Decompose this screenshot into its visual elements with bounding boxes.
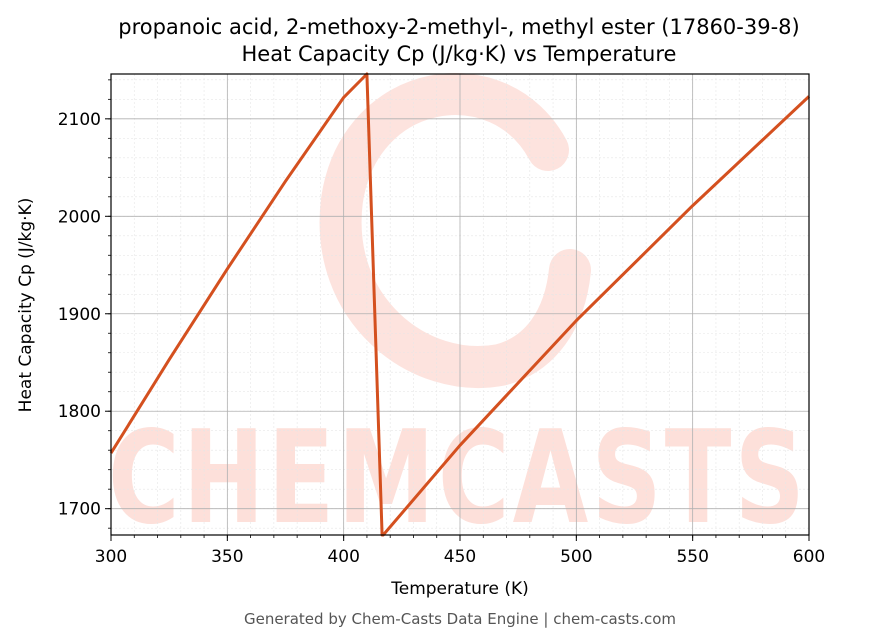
- y-tick-label: 2100: [58, 110, 101, 130]
- x-tick-label: 600: [793, 547, 825, 567]
- y-tick-label: 1700: [58, 500, 101, 520]
- watermark-text: CHEMCASTS: [108, 404, 808, 553]
- x-tick-label: 350: [211, 547, 243, 567]
- watermark-logo-icon: [319, 73, 591, 388]
- watermark: CHEMCASTS: [108, 73, 808, 553]
- x-tick-label: 400: [327, 547, 359, 567]
- x-tick-label: 300: [95, 547, 127, 567]
- y-tick-label: 1800: [58, 402, 101, 422]
- y-tick-label: 2000: [58, 207, 101, 227]
- x-tick-label: 450: [444, 547, 476, 567]
- footer-credit: Generated by Chem-Casts Data Engine | ch…: [244, 610, 676, 628]
- chart-title: propanoic acid, 2-methoxy-2-methyl-, met…: [118, 15, 799, 39]
- x-axis: 300 350 400 450 500 550 600: [95, 535, 825, 567]
- chart-subtitle: Heat Capacity Cp (J/kg·K) vs Temperature: [242, 42, 677, 66]
- x-tick-label: 550: [676, 547, 708, 567]
- x-tick-label: 500: [560, 547, 592, 567]
- y-axis: 1700 1800 1900 2000 2100: [58, 79, 111, 529]
- series-line: [109, 72, 811, 537]
- y-tick-label: 1900: [58, 305, 101, 325]
- x-axis-label: Temperature (K): [390, 579, 529, 599]
- y-axis-label: Heat Capacity Cp (J/kg·K): [16, 198, 36, 413]
